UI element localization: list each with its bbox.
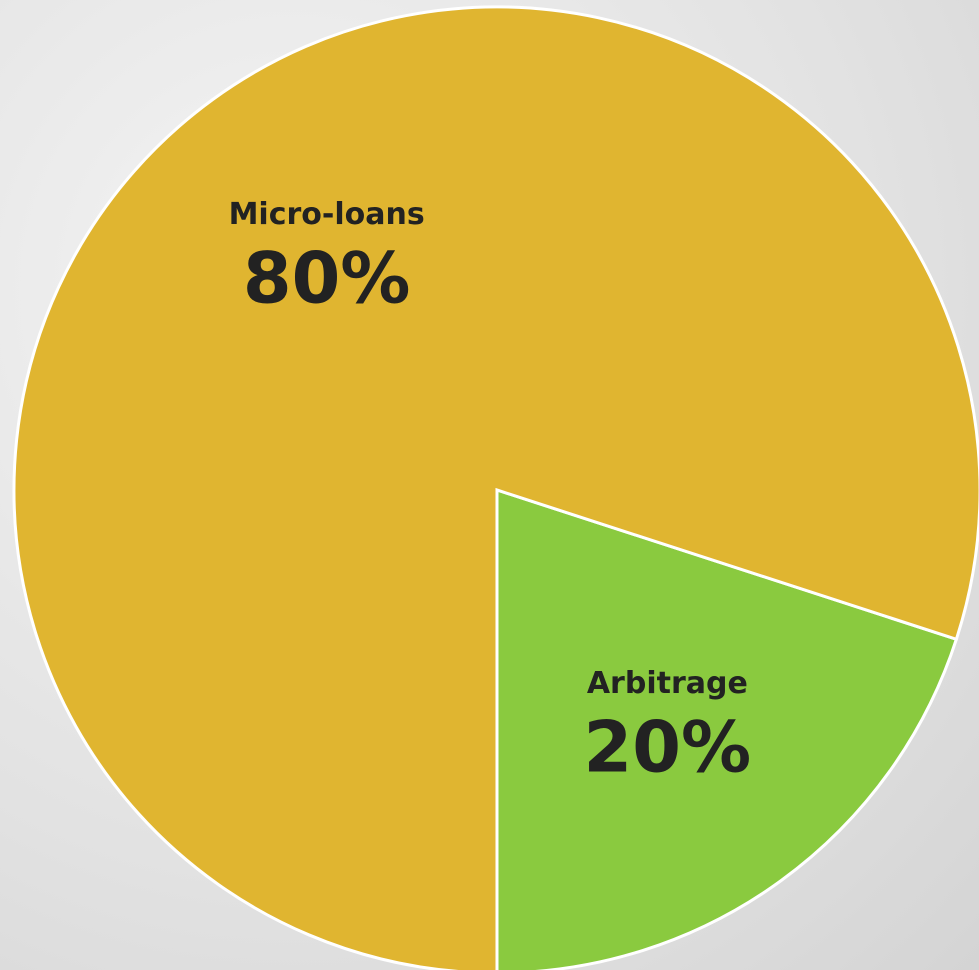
pie-slice bbox=[12, 5, 979, 970]
slice-value: 20% bbox=[584, 706, 752, 788]
slice-label: Arbitrage bbox=[587, 666, 748, 701]
slice-label: Micro-loans bbox=[229, 197, 425, 232]
slice-value: 80% bbox=[243, 238, 411, 320]
pie-slice bbox=[495, 487, 959, 970]
